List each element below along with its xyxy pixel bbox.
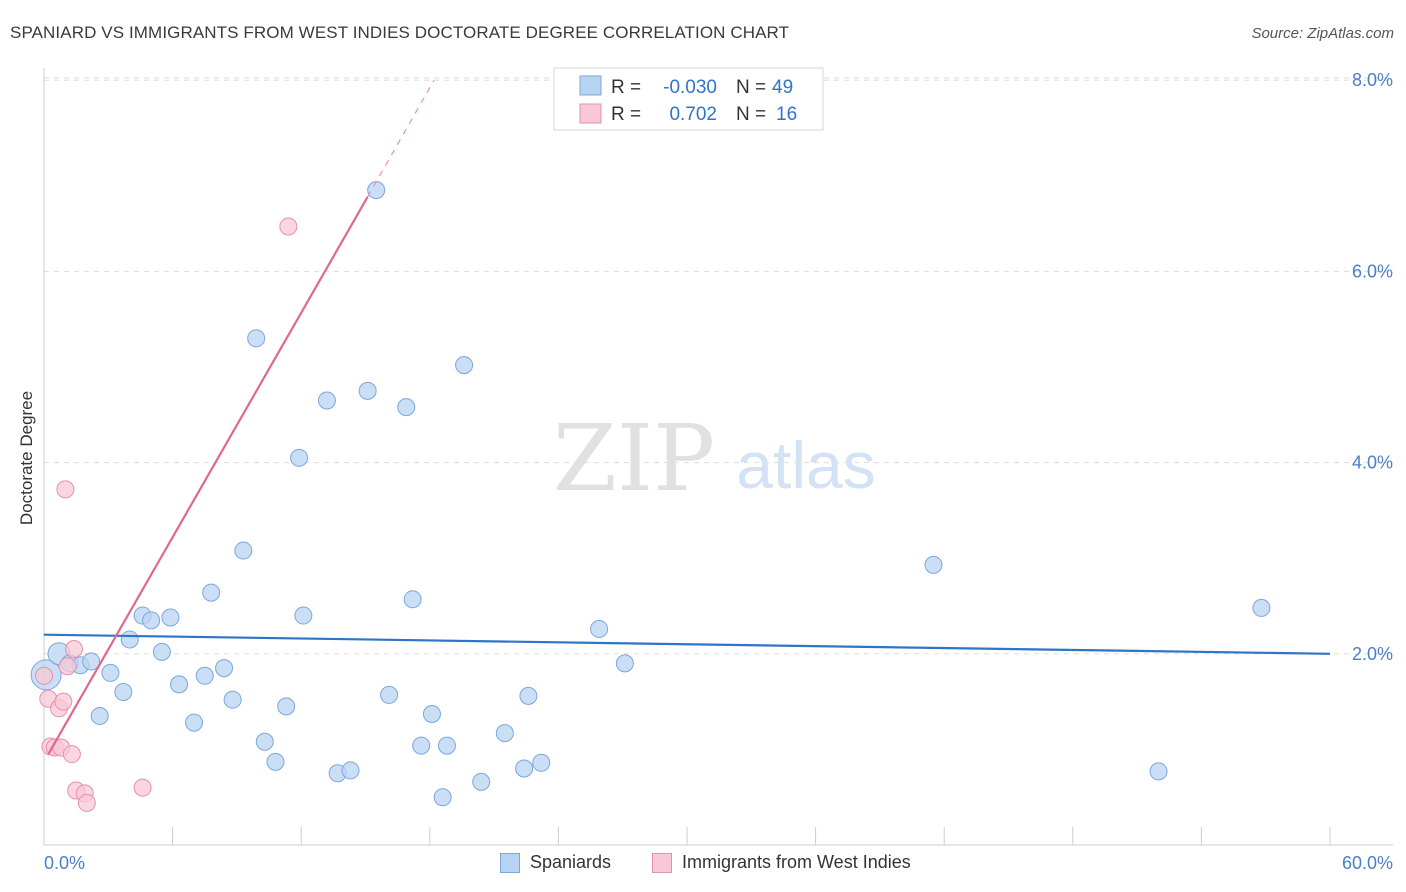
point-west-indies [56,480,75,499]
legend-swatch-west-indies [579,103,602,124]
point-spaniards [495,724,514,743]
point-spaniards [358,381,377,400]
square-icon [500,852,520,873]
legend-r-label-2: R = [611,104,641,125]
point-spaniards [247,329,266,348]
point-spaniards [152,642,171,661]
point-west-indies [35,666,53,685]
legend-n-label-2: N = [736,104,766,125]
point-spaniards [422,705,441,724]
point-spaniards [472,772,491,791]
point-spaniards [82,652,101,671]
point-spaniards [924,555,943,574]
point-spaniards [114,683,133,702]
legend-r-value-2: 0.702 [669,104,717,125]
point-spaniards [161,608,180,627]
point-spaniards [519,686,538,705]
point-spaniards [615,654,634,673]
point-spaniards [290,448,309,467]
x-tick-label-min: 0.0% [44,853,85,873]
trend-extension-west-indies [367,79,435,198]
point-spaniards [90,706,109,725]
legend-n-value-2: 16 [776,104,797,125]
point-west-indies [133,778,152,797]
point-spaniards [590,619,609,638]
legend-label-west-indies: Immigrants from West Indies [682,852,911,872]
point-spaniards [437,736,456,755]
point-spaniards [367,181,386,200]
point-spaniards [234,541,253,560]
y-tick-label: 8.0% [1352,70,1393,90]
point-spaniards [380,685,399,704]
point-spaniards [195,666,214,685]
point-spaniards [266,752,285,771]
y-tick-label: 4.0% [1352,453,1393,473]
point-spaniards [101,663,120,682]
point-spaniards [215,659,234,678]
point-spaniards [341,761,360,780]
point-spaniards [255,732,274,751]
square-icon [652,852,672,873]
point-west-indies [279,217,298,236]
y-tick-labels: 2.0% 4.0% 6.0% 8.0% [1352,70,1393,664]
legend-label-spaniards: Spaniards [530,852,612,872]
x-tick-label-max: 60.0% [1342,853,1393,873]
point-spaniards [185,713,204,732]
point-spaniards [294,606,313,625]
points-layer [30,181,1271,812]
legend-n-label-1: N = [736,77,766,98]
y-tick-label: 6.0% [1352,261,1393,281]
point-west-indies [58,657,77,676]
point-spaniards [277,697,296,716]
point-spaniards [120,630,139,649]
point-spaniards [317,391,336,410]
point-spaniards [223,690,242,709]
point-west-indies [65,640,84,659]
watermark-zip: ZIP [553,405,715,512]
point-spaniards [515,759,534,778]
point-spaniards [170,675,189,694]
trend-layer [43,79,1331,755]
point-spaniards [1149,762,1168,781]
point-west-indies [54,692,73,711]
legend-item-west-indies[interactable]: Immigrants from West Indies [652,852,911,873]
grid-layer [44,77,1393,655]
y-tick-label: 2.0% [1352,644,1393,664]
point-spaniards [1252,598,1271,617]
y-axis-label: Doctorate Degree [17,391,36,525]
legend-box: R = -0.030 N = 49 R = 0.702 N = 16 [553,67,824,131]
point-west-indies [62,745,81,764]
legend-item-spaniards[interactable]: Spaniards [500,852,611,873]
trend-line-west-indies [47,196,369,755]
point-spaniards [403,590,422,609]
point-spaniards [412,736,431,755]
axis-layer [43,68,1393,846]
watermark-atlas: atlas [736,428,875,502]
bottom-legend: Spaniards Immigrants from West Indies [0,852,1406,878]
chart-title: SPANIARD VS IMMIGRANTS FROM WEST INDIES … [10,23,790,42]
point-spaniards [142,611,161,630]
legend-n-value-1: 49 [772,77,793,98]
legend-r-label-1: R = [611,77,641,98]
point-spaniards [202,583,221,602]
point-spaniards [397,398,416,417]
legend-r-value-1: -0.030 [663,77,717,98]
point-west-indies [77,793,96,812]
trend-line-spaniards [43,633,1331,655]
legend-swatch-spaniards [579,75,602,96]
point-spaniards [455,356,474,375]
point-spaniards [433,788,452,807]
point-spaniards [532,753,551,772]
source-label: Source: ZipAtlas.com [1251,25,1394,42]
